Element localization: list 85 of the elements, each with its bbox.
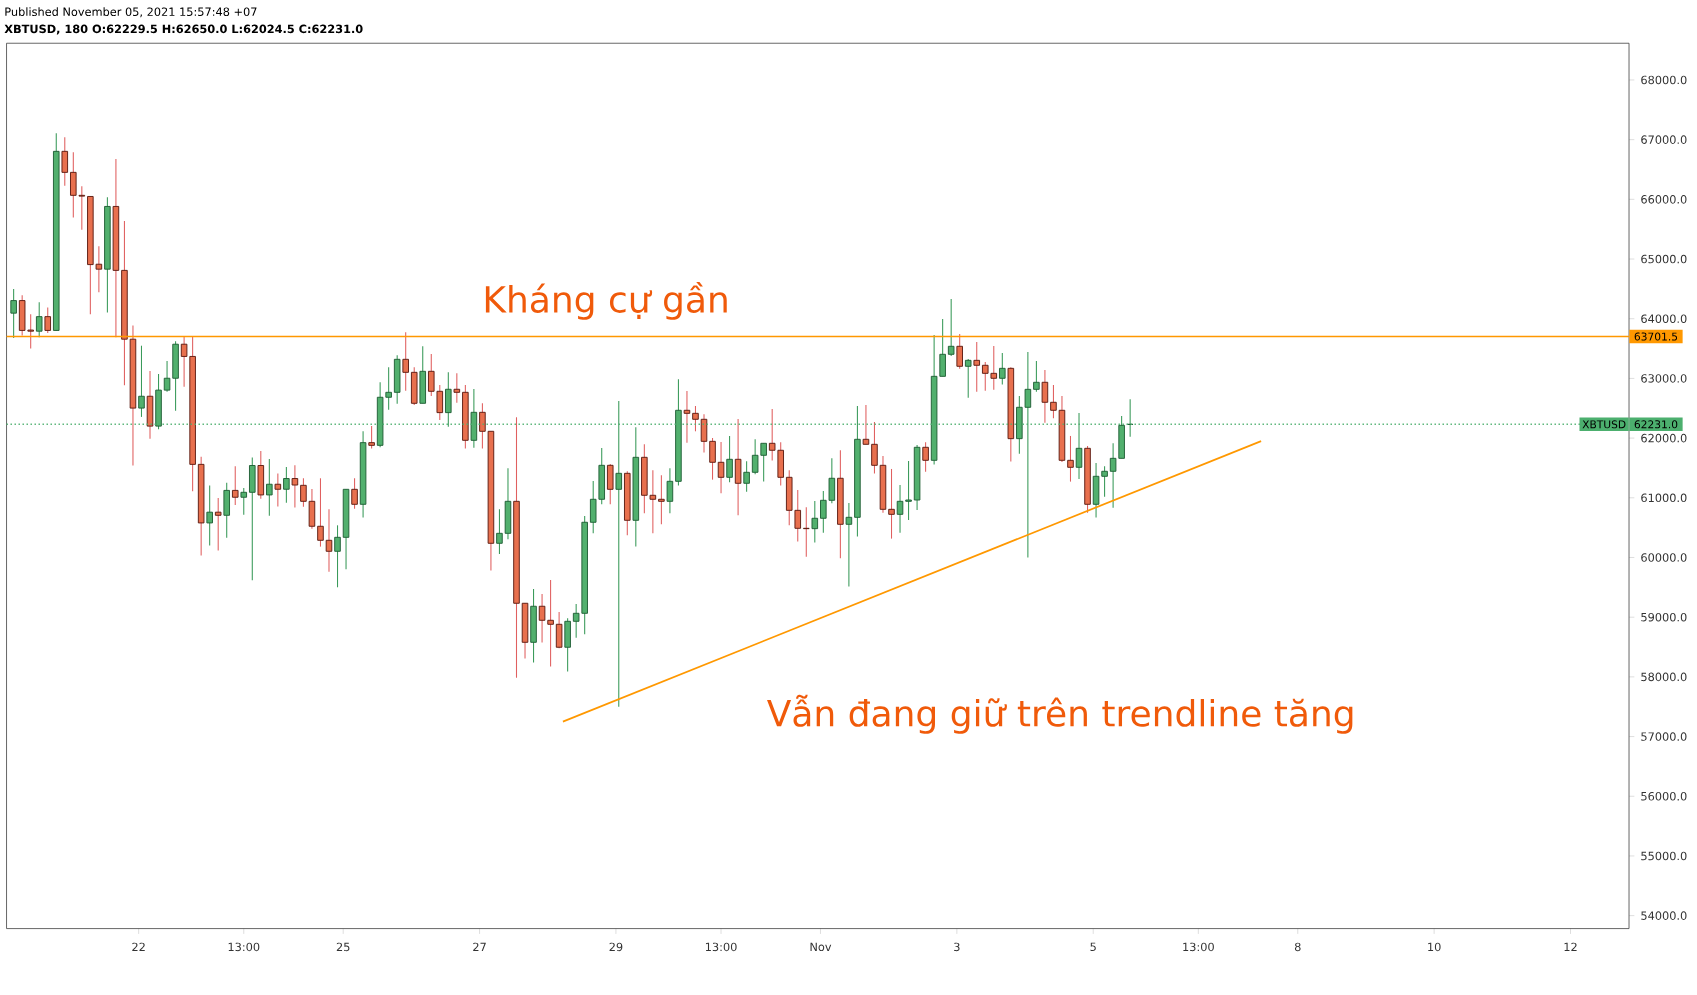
candlestick bbox=[206, 484, 213, 547]
candlestick bbox=[726, 435, 733, 483]
candlestick bbox=[214, 497, 222, 551]
candlestick bbox=[743, 460, 750, 493]
candlestick bbox=[999, 352, 1006, 386]
candlestick bbox=[658, 474, 665, 525]
y-tick-label: 60000.0 bbox=[1641, 553, 1687, 562]
y-tick-label: 54000.0 bbox=[1641, 911, 1687, 920]
candlestick bbox=[317, 477, 324, 548]
candlestick bbox=[496, 508, 503, 555]
candlestick bbox=[334, 524, 341, 588]
x-tick-label: 29 bbox=[609, 942, 623, 952]
candlestick bbox=[283, 466, 290, 504]
candlestick bbox=[700, 413, 708, 454]
y-tick-label: 62000.0 bbox=[1641, 433, 1687, 443]
ref-line-label: 62231.0 bbox=[1634, 420, 1678, 429]
candlestick bbox=[138, 345, 145, 418]
y-tick-label: 59000.0 bbox=[1641, 612, 1687, 622]
candlestick bbox=[274, 473, 282, 507]
candlestick bbox=[231, 465, 239, 506]
candlestick bbox=[402, 331, 409, 392]
candlestick bbox=[266, 458, 273, 517]
candlestick bbox=[888, 468, 895, 540]
candlestick bbox=[1050, 384, 1057, 419]
y-tick-label: 67000.0 bbox=[1641, 135, 1687, 144]
x-tick-label: 27 bbox=[473, 942, 486, 952]
candlestick bbox=[10, 288, 17, 339]
candlestick bbox=[1041, 369, 1049, 424]
chart-subtitle: XBTUSD, 180 O:62229.5 H:62650.0 L:62024.5 C:62231.0 bbox=[4, 24, 363, 35]
candlestick bbox=[845, 502, 853, 588]
chart-title: Published November 05, 2021 15:57:48 +07 bbox=[5, 7, 257, 18]
candlestick bbox=[947, 298, 955, 357]
candlestick bbox=[905, 460, 912, 521]
candlestick bbox=[555, 611, 563, 649]
y-tick-label: 56000.0 bbox=[1641, 791, 1687, 801]
candlestick bbox=[240, 487, 248, 516]
x-tick-label: Nov bbox=[810, 942, 832, 952]
y-tick-label: 61000.0 bbox=[1641, 493, 1687, 503]
candlestick bbox=[709, 437, 716, 481]
candlestick bbox=[1033, 360, 1040, 393]
candlestick bbox=[606, 463, 614, 505]
candlestick bbox=[956, 333, 963, 370]
y-tick-label: 65000.0 bbox=[1641, 254, 1687, 264]
candlestick bbox=[734, 418, 742, 516]
x-tick-label: 13:00 bbox=[705, 942, 737, 952]
candlestick bbox=[1067, 435, 1074, 483]
x-tick-label: 10 bbox=[1428, 942, 1441, 952]
ref-line-label: 63701.5 bbox=[1634, 332, 1678, 341]
y-tick-label: 63000.0 bbox=[1641, 374, 1687, 383]
annotation: XBTUSD bbox=[1582, 420, 1626, 429]
candlestick bbox=[896, 484, 904, 534]
y-tick-label: 68000.0 bbox=[1641, 75, 1687, 85]
candlestick bbox=[453, 372, 461, 404]
candlestick bbox=[61, 136, 69, 187]
candlestick bbox=[871, 421, 878, 475]
candlestick bbox=[973, 341, 981, 393]
y-tick-label: 64000.0 bbox=[1641, 314, 1687, 324]
x-tick-label: 13:00 bbox=[228, 942, 260, 952]
candlestick bbox=[291, 464, 299, 509]
x-tick-label: 25 bbox=[336, 942, 350, 952]
candlestick bbox=[964, 358, 972, 399]
x-tick-label: 5 bbox=[1090, 942, 1096, 952]
candlestick bbox=[44, 306, 52, 334]
x-tick-label: 8 bbox=[1294, 942, 1301, 952]
candlestick bbox=[368, 425, 375, 450]
y-tick-label: 66000.0 bbox=[1641, 195, 1687, 204]
candlestick bbox=[683, 390, 691, 444]
y-tick-label: 55000.0 bbox=[1641, 851, 1687, 861]
candlestick bbox=[862, 404, 870, 445]
candlestick bbox=[717, 441, 725, 494]
annotation: Kháng cự gần bbox=[485, 281, 727, 320]
candlestick bbox=[692, 405, 699, 432]
x-tick-label: 22 bbox=[132, 942, 145, 952]
candlestick bbox=[325, 508, 333, 573]
candlestick bbox=[35, 301, 43, 338]
y-tick-label: 58000.0 bbox=[1641, 672, 1687, 682]
candlestick bbox=[811, 500, 819, 544]
candlestick bbox=[666, 467, 674, 514]
x-tick-label: 3 bbox=[954, 942, 960, 952]
candlestick bbox=[351, 477, 358, 510]
annotation: Vẫn đang giữ trên trendline tăng bbox=[767, 694, 1353, 734]
y-tick-label: 57000.0 bbox=[1641, 732, 1687, 741]
x-tick-label: 12 bbox=[1564, 942, 1577, 952]
x-tick-label: 13:00 bbox=[1183, 942, 1214, 952]
candlestick bbox=[922, 441, 929, 473]
